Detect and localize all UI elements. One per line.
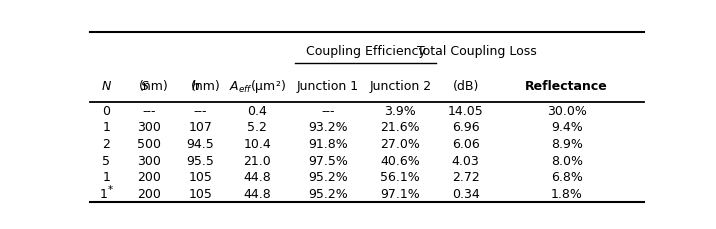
Text: (nm): (nm) <box>191 79 221 92</box>
Text: 2: 2 <box>102 137 110 150</box>
Text: Junction 2: Junction 2 <box>369 79 431 92</box>
Text: 44.8: 44.8 <box>243 187 271 200</box>
Text: 8.0%: 8.0% <box>551 154 583 167</box>
Text: 21.0: 21.0 <box>243 154 271 167</box>
Text: 93.2%: 93.2% <box>309 121 348 134</box>
Text: 0: 0 <box>102 104 110 117</box>
Text: *: * <box>107 184 112 194</box>
Text: 1.8%: 1.8% <box>551 187 583 200</box>
Text: (nm): (nm) <box>139 79 169 92</box>
Text: 95.2%: 95.2% <box>308 187 348 200</box>
Text: Total Coupling Loss: Total Coupling Loss <box>417 44 536 57</box>
Text: 0.34: 0.34 <box>452 187 480 200</box>
Text: ---: --- <box>321 104 335 117</box>
Text: 300: 300 <box>137 154 161 167</box>
Text: h: h <box>192 79 200 92</box>
Text: S: S <box>141 79 149 92</box>
Text: 8.9%: 8.9% <box>551 137 583 150</box>
Text: 5.2: 5.2 <box>247 121 267 134</box>
Text: 1: 1 <box>102 171 110 184</box>
Text: ---: --- <box>194 104 207 117</box>
Text: $\mathit{A}_{eff}$(μm²): $\mathit{A}_{eff}$(μm²) <box>228 77 286 94</box>
Text: 105: 105 <box>188 187 213 200</box>
Text: 30.0%: 30.0% <box>547 104 586 117</box>
Text: 27.0%: 27.0% <box>380 137 420 150</box>
Text: 21.6%: 21.6% <box>380 121 420 134</box>
Text: Reflectance: Reflectance <box>526 79 608 92</box>
Text: 500: 500 <box>137 137 161 150</box>
Text: 91.8%: 91.8% <box>308 137 348 150</box>
Text: 3.9%: 3.9% <box>384 104 416 117</box>
Text: 200: 200 <box>137 187 161 200</box>
Text: 5: 5 <box>102 154 110 167</box>
Text: 0.4: 0.4 <box>247 104 267 117</box>
Text: 107: 107 <box>188 121 213 134</box>
Text: 95.5: 95.5 <box>187 154 214 167</box>
Text: 6.06: 6.06 <box>452 137 480 150</box>
Text: Coupling Efficiency: Coupling Efficiency <box>306 44 425 57</box>
Text: 9.4%: 9.4% <box>551 121 583 134</box>
Text: 95.2%: 95.2% <box>308 171 348 184</box>
Text: 6.8%: 6.8% <box>551 171 583 184</box>
Text: 300: 300 <box>137 121 161 134</box>
Text: 200: 200 <box>137 171 161 184</box>
Text: 1: 1 <box>100 187 108 200</box>
Text: 97.1%: 97.1% <box>380 187 420 200</box>
Text: 14.05: 14.05 <box>448 104 483 117</box>
Text: 6.96: 6.96 <box>452 121 480 134</box>
Text: (dB): (dB) <box>453 79 479 92</box>
Text: 94.5: 94.5 <box>187 137 214 150</box>
Text: 2.72: 2.72 <box>452 171 480 184</box>
Text: 44.8: 44.8 <box>243 171 271 184</box>
Text: 1: 1 <box>102 121 110 134</box>
Text: N: N <box>102 79 111 92</box>
Text: Junction 1: Junction 1 <box>297 79 359 92</box>
Text: 4.03: 4.03 <box>452 154 480 167</box>
Text: ---: --- <box>142 104 156 117</box>
Text: 10.4: 10.4 <box>243 137 271 150</box>
Text: 97.5%: 97.5% <box>308 154 348 167</box>
Text: 40.6%: 40.6% <box>380 154 420 167</box>
Text: 105: 105 <box>188 171 213 184</box>
Text: 56.1%: 56.1% <box>380 171 420 184</box>
